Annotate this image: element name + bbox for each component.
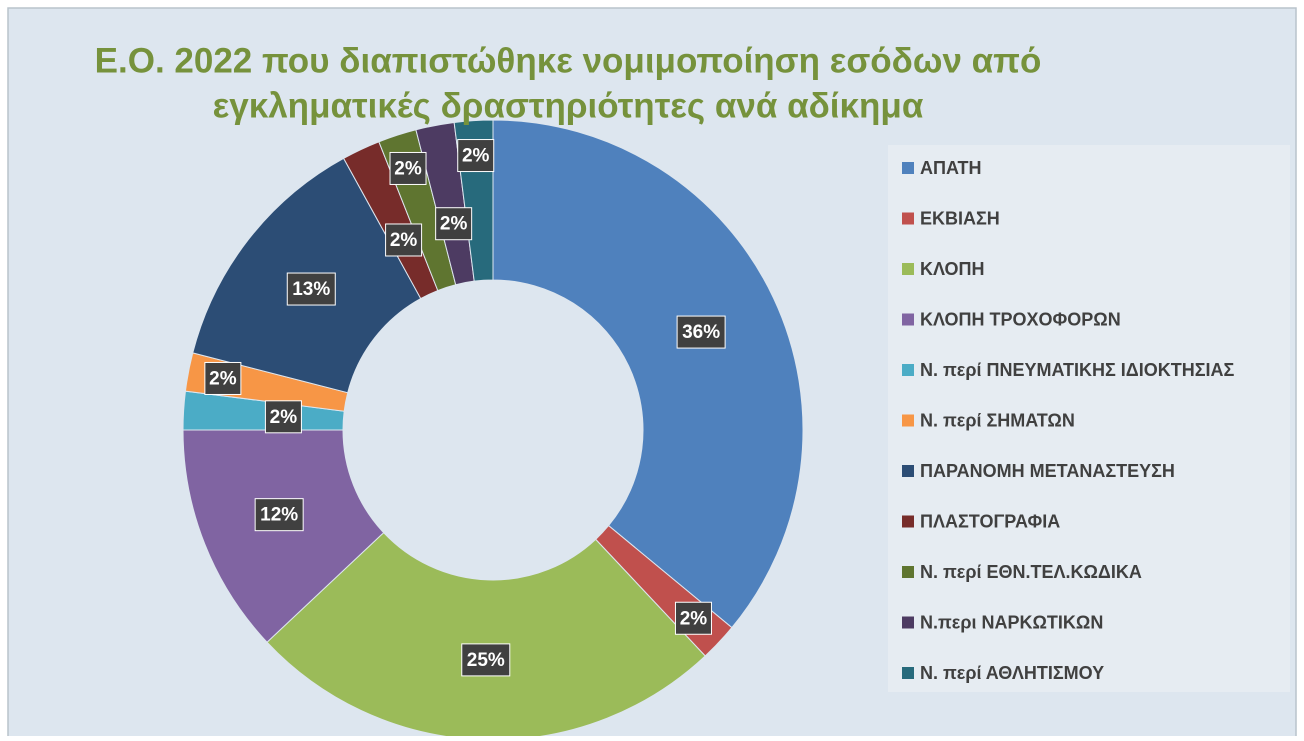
legend-box: [888, 145, 1290, 692]
data-label-box: [385, 223, 423, 257]
data-label-box: [435, 207, 473, 241]
legend-label: Ν. περί ΣΗΜΑΤΩΝ: [920, 410, 1075, 430]
data-label-box: [204, 361, 242, 395]
legend-label: ΠΛΑΣΤΟΓΡΑΦΙΑ: [920, 511, 1060, 531]
legend-label: Ν.περι ΝΑΡΚΩΤΙΚΩΝ: [920, 612, 1103, 632]
data-label-box: [254, 498, 304, 532]
legend-swatch: [902, 212, 914, 225]
legend-label: Ν. περί ΕΘΝ.ΤΕΛ.ΚΩΔΙΚΑ: [920, 562, 1142, 582]
data-label-box: [457, 139, 495, 173]
data-label-box: [264, 400, 302, 434]
data-label-box: [676, 315, 726, 349]
data-label: 13%: [292, 279, 330, 300]
legend-swatch: [902, 667, 914, 679]
data-label: 36%: [682, 322, 720, 343]
legend-swatch: [902, 364, 914, 376]
legend-swatch: [902, 465, 914, 477]
donut-segment: [266, 531, 706, 736]
data-label-box: [389, 151, 427, 185]
legend-swatch: [902, 263, 914, 275]
legend-label: ΠΑΡΑΝΟΜΗ ΜΕΤΑΝΑΣΤΕΥΣΗ: [920, 461, 1175, 481]
data-label: 2%: [209, 368, 237, 389]
donut-segment: [492, 119, 804, 629]
chart-title: Ε.Ο. 2022 που διαπιστώθηκε νομιμοποίηση …: [95, 41, 1042, 80]
legend-swatch: [902, 566, 914, 578]
legend-label: ΚΛΟΠΗ: [920, 259, 985, 279]
legend-label: Ν. περί ΑΘΛΗΤΙΣΜΟΥ: [920, 663, 1104, 683]
legend-swatch: [902, 313, 914, 326]
data-label: 25%: [467, 650, 505, 671]
legend-swatch: [902, 162, 914, 174]
data-label: 2%: [462, 146, 490, 167]
legend-label: ΚΛΟΠΗ ΤΡΟΧΟΦΟΡΩΝ: [920, 309, 1121, 329]
legend-label: ΕΚΒΙΑΣΗ: [920, 208, 1000, 228]
data-label-box: [674, 601, 712, 635]
legend-label: Ν. περί ΠΝΕΥΜΑΤΙΚΗΣ ΙΔΙΟΚΤΗΣΙΑΣ: [920, 360, 1235, 380]
data-label: 12%: [260, 505, 298, 526]
data-label-box: [461, 643, 511, 677]
legend-swatch: [902, 515, 914, 528]
data-label: 2%: [270, 407, 298, 428]
data-label: 2%: [390, 230, 418, 251]
data-label-box: [286, 272, 336, 306]
legend-label: ΑΠΑΤΗ: [920, 158, 982, 178]
legend-swatch: [902, 414, 914, 427]
data-label: 2%: [680, 608, 708, 629]
data-label: 2%: [440, 214, 468, 235]
data-label: 2%: [394, 158, 422, 179]
chart-title: εγκληματικές δραστηριότητες ανά αδίκημα: [213, 86, 924, 125]
legend-swatch: [902, 616, 914, 629]
